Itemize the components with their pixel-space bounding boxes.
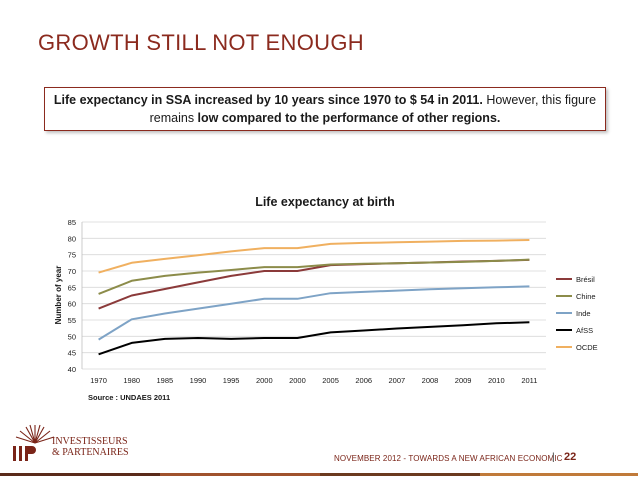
callout-box: Life expectancy in SSA increased by 10 y… xyxy=(44,87,606,131)
y-tick-label: 70 xyxy=(68,267,76,276)
x-tick-label: 1995 xyxy=(223,376,240,385)
x-tick-label: 2006 xyxy=(355,376,372,385)
chart-source: Source : UNDAES 2011 xyxy=(88,393,170,402)
legend-label: AfSS xyxy=(576,326,593,335)
x-tick-label: 1970 xyxy=(90,376,107,385)
legend-label: Brésil xyxy=(576,275,595,284)
y-tick-label: 60 xyxy=(68,300,76,309)
series-line-inde xyxy=(98,285,530,341)
chart-title: Life expectancy at birth xyxy=(255,195,395,209)
footer-text: NOVEMBER 2012 - TOWARDS A NEW AFRICAN EC… xyxy=(334,454,563,463)
x-tick-label: 2000 xyxy=(289,376,306,385)
x-tick-label: 2007 xyxy=(389,376,406,385)
footer-stripe xyxy=(0,473,638,476)
legend-label: Chine xyxy=(576,292,596,301)
legend-label: OCDE xyxy=(576,343,598,352)
x-tick-label: 2009 xyxy=(455,376,472,385)
x-tick-label: 2008 xyxy=(422,376,439,385)
logo-line-2: & PARTENAIRES xyxy=(52,447,129,458)
y-tick-label: 40 xyxy=(68,365,76,374)
y-tick-label: 80 xyxy=(68,234,76,243)
series-line-bresil xyxy=(98,258,530,310)
y-tick-label: 45 xyxy=(68,349,76,358)
x-tick-label: 2000 xyxy=(256,376,273,385)
y-tick-label: 75 xyxy=(68,251,76,260)
legend-label: Inde xyxy=(576,309,591,318)
x-tick-label: 1985 xyxy=(157,376,174,385)
y-axis-label: Number of year xyxy=(54,266,63,325)
page-number: 22 xyxy=(564,451,577,463)
y-tick-label: 50 xyxy=(68,332,76,341)
logo-wordmark: INVESTISSEURS & PARTENAIRES xyxy=(52,436,129,458)
logo-line-1: INVESTISSEURS xyxy=(52,436,128,447)
callout-text: However, this figure remains xyxy=(149,93,597,125)
x-tick-label: 2011 xyxy=(521,376,537,385)
series-line-afss xyxy=(98,321,530,356)
x-tick-label: 2005 xyxy=(322,376,339,385)
callout-highlight-2: low compared to the performance of other… xyxy=(197,111,501,125)
series-line-ocde xyxy=(98,239,530,274)
slide-title: GROWTH STILL NOT ENOUGH xyxy=(38,30,364,55)
x-tick-label: 1980 xyxy=(123,376,140,385)
footer-separator: | xyxy=(552,452,555,463)
logo-tree-icon xyxy=(13,424,55,461)
series-line-chine xyxy=(98,258,530,295)
y-tick-label: 85 xyxy=(68,218,76,227)
y-tick-label: 65 xyxy=(68,283,76,292)
y-tick-label: 55 xyxy=(68,316,76,325)
callout-highlight-1: Life expectancy in SSA increased by 10 y… xyxy=(53,93,483,107)
x-tick-label: 2010 xyxy=(488,376,505,385)
x-tick-label: 1990 xyxy=(190,376,207,385)
